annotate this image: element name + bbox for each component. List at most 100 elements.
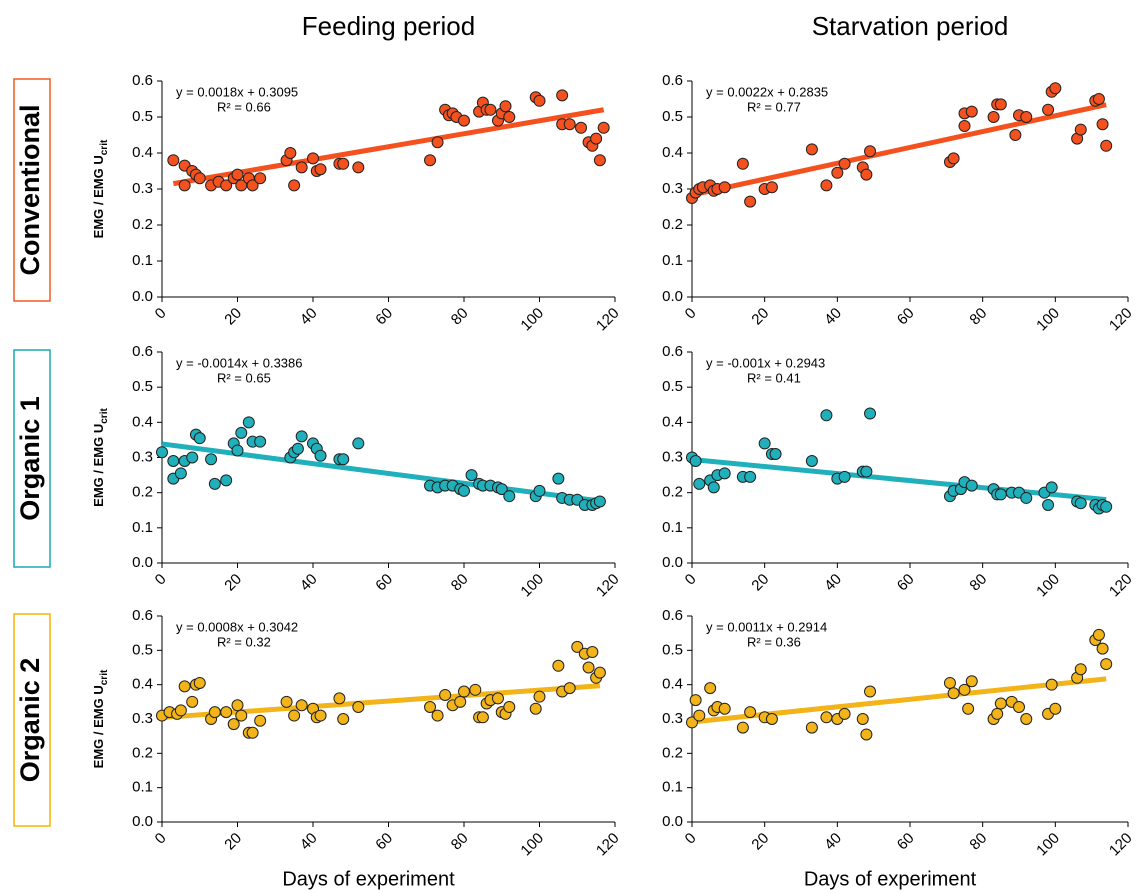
- x-tick-label: 120: [1106, 571, 1136, 601]
- fit-equation: y = 0.0018x + 0.3095: [176, 84, 298, 99]
- point: [174, 467, 187, 480]
- point: [1020, 111, 1033, 123]
- x-tick-label: 80: [448, 571, 472, 595]
- point: [484, 103, 497, 116]
- point: [965, 479, 978, 492]
- point: [994, 98, 1007, 111]
- y-tick-label: 0.6: [662, 607, 683, 624]
- y-axis-label-subscript: crit: [99, 139, 110, 155]
- y-tick-label: 0.2: [662, 216, 683, 233]
- point: [178, 179, 191, 192]
- y-tick-label: 0.3: [132, 448, 153, 465]
- x-tick-label: 20: [748, 305, 772, 329]
- point: [431, 709, 444, 722]
- y-tick-label: 0.5: [662, 108, 683, 125]
- point: [707, 481, 720, 494]
- point: [1096, 642, 1109, 655]
- y-tick-label: 0.6: [132, 343, 153, 360]
- point: [744, 706, 757, 719]
- point: [571, 640, 584, 653]
- point: [499, 100, 512, 113]
- point: [454, 695, 467, 708]
- row-label-box: [13, 78, 51, 302]
- y-axis-label: EMG / EMG Ucrit: [91, 408, 109, 507]
- point: [965, 105, 978, 118]
- y-tick-label: 0.2: [132, 744, 153, 761]
- y-tick-label: 0.4: [132, 144, 153, 161]
- fit-r2: R² = 0.66: [217, 99, 271, 114]
- point: [503, 490, 516, 503]
- fit-equation: y = 0.0022x + 0.2835: [706, 84, 828, 99]
- point: [987, 111, 1000, 123]
- y-tick-label: 0.0: [132, 288, 153, 305]
- point: [820, 409, 833, 422]
- point: [458, 114, 470, 127]
- x-tick-label: 120: [593, 830, 623, 860]
- point: [307, 152, 319, 165]
- point: [1009, 129, 1022, 141]
- trend-line: [691, 102, 1107, 198]
- point: [231, 444, 244, 457]
- point: [337, 157, 350, 170]
- point: [231, 699, 244, 712]
- point: [838, 470, 851, 483]
- point: [424, 700, 437, 713]
- x-tick-label: 120: [1106, 305, 1136, 335]
- x-tick-label: 0: [682, 305, 700, 323]
- point: [167, 455, 180, 468]
- y-tick-label: 0.0: [132, 554, 153, 571]
- column-title: Feeding period: [302, 11, 475, 41]
- point: [314, 163, 327, 176]
- point: [533, 94, 546, 107]
- trend-line: [172, 107, 605, 187]
- point: [284, 147, 297, 159]
- point: [174, 704, 187, 717]
- point: [295, 699, 308, 712]
- x-tick-label: 120: [593, 571, 623, 601]
- point: [593, 666, 606, 679]
- point: [744, 470, 757, 483]
- y-axis-label-subscript: crit: [99, 669, 110, 685]
- point: [593, 495, 606, 508]
- point: [1045, 481, 1058, 494]
- point: [235, 426, 248, 439]
- point: [958, 683, 971, 696]
- point: [193, 432, 206, 445]
- x-tick-label: 100: [517, 830, 547, 860]
- point: [686, 716, 698, 729]
- y-tick-label: 0.3: [132, 180, 153, 197]
- x-tick-label: 60: [894, 830, 918, 854]
- y-axis-label-text: EMG / EMG U: [91, 685, 106, 768]
- y-tick-label: 0.4: [662, 676, 683, 693]
- point: [220, 179, 233, 192]
- row-label-box: [13, 349, 51, 568]
- point: [156, 446, 168, 459]
- point: [991, 707, 1004, 720]
- y-tick-label: 0.1: [662, 252, 683, 269]
- point: [208, 706, 221, 719]
- point: [563, 682, 576, 695]
- point: [805, 721, 818, 734]
- point: [186, 451, 199, 464]
- point: [943, 676, 956, 689]
- point: [860, 168, 873, 181]
- point: [295, 161, 308, 174]
- y-tick-label: 0.5: [132, 108, 153, 125]
- y-axis-label: EMG / EMG Ucrit: [91, 139, 109, 238]
- point: [689, 455, 702, 468]
- point: [693, 477, 706, 490]
- y-tick-label: 0.6: [662, 72, 683, 89]
- point: [860, 728, 873, 741]
- point: [1020, 713, 1033, 725]
- point: [254, 435, 267, 448]
- point: [556, 89, 569, 102]
- point: [1092, 628, 1105, 641]
- point: [597, 121, 610, 134]
- y-tick-label: 0.5: [662, 641, 683, 658]
- y-tick-label: 0.1: [132, 519, 153, 536]
- point: [947, 687, 960, 700]
- point: [337, 713, 350, 725]
- point: [333, 692, 346, 705]
- y-tick-label: 0.6: [132, 607, 153, 624]
- point: [337, 453, 350, 466]
